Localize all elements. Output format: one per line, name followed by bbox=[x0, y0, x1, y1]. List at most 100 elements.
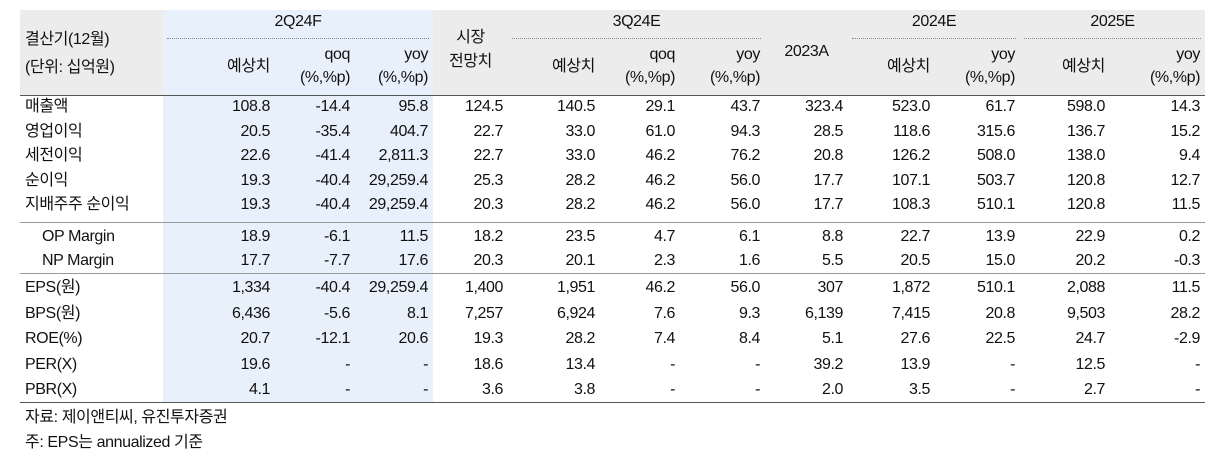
row-label: 세전이익 bbox=[25, 147, 83, 164]
column-header: 예상치 bbox=[887, 58, 930, 75]
cell-value: 29,259.4 bbox=[368, 196, 428, 213]
cell-value: 28.5 bbox=[813, 122, 843, 140]
cell-value: - bbox=[1010, 381, 1015, 399]
cell-value: -6.1 bbox=[324, 228, 350, 245]
cell-value: - bbox=[423, 381, 428, 399]
header-bottom-line bbox=[20, 95, 1205, 96]
corner-label: 결산기(12월) bbox=[25, 31, 110, 48]
cell-value: 1,951 bbox=[556, 279, 595, 296]
column-header: qoq bbox=[324, 46, 351, 63]
group-header: 2024E bbox=[911, 13, 957, 30]
cell-value: 2,811.3 bbox=[378, 147, 429, 164]
cell-value: 28.2 bbox=[565, 171, 595, 189]
cell-value: 120.8 bbox=[1066, 171, 1105, 189]
cell-value: 22.7 bbox=[473, 122, 503, 140]
column-header: (%,%p) bbox=[377, 69, 428, 86]
cell-value: 508.0 bbox=[976, 147, 1015, 164]
cell-value: 20.5 bbox=[240, 122, 270, 140]
cell-value: 0.2 bbox=[1178, 228, 1200, 245]
group-divider bbox=[512, 38, 761, 39]
column-header: 전망치 bbox=[449, 53, 492, 70]
cell-value: 6.1 bbox=[738, 228, 760, 245]
cell-value: 56.0 bbox=[730, 279, 760, 296]
column-header: (%,%p) bbox=[299, 69, 350, 86]
cell-value: -12.1 bbox=[315, 330, 351, 348]
cell-value: 22.7 bbox=[900, 228, 930, 245]
group-divider bbox=[852, 38, 1016, 39]
cell-value: 20.5 bbox=[900, 251, 930, 269]
cell-value: 1,400 bbox=[464, 279, 503, 296]
cell-value: 46.2 bbox=[645, 147, 675, 164]
cell-value: 118.6 bbox=[893, 122, 930, 140]
column-header: (%,%p) bbox=[624, 69, 675, 86]
cell-value: 8.4 bbox=[738, 330, 760, 348]
column-header: yoy bbox=[736, 46, 760, 63]
cell-value: 29,259.4 bbox=[368, 279, 428, 296]
cell-value: 510.1 bbox=[976, 279, 1015, 296]
cell-value: 307 bbox=[817, 279, 844, 296]
cell-value: 11.5 bbox=[399, 228, 429, 245]
cell-value: 20.8 bbox=[813, 147, 843, 164]
cell-value: 2.0 bbox=[821, 381, 843, 399]
cell-value: 61.7 bbox=[985, 98, 1015, 115]
row-label: NP Margin bbox=[42, 251, 114, 269]
cell-value: 39.2 bbox=[813, 355, 843, 373]
cell-value: 510.1 bbox=[976, 196, 1015, 213]
cell-value: 323.4 bbox=[804, 98, 843, 115]
row-label: 순이익 bbox=[25, 171, 68, 189]
cell-value: 3.6 bbox=[481, 381, 503, 399]
section-line bbox=[20, 273, 1205, 274]
cell-value: 126.2 bbox=[891, 147, 930, 164]
row-label: PER(X) bbox=[25, 355, 77, 373]
row-label: EPS(원) bbox=[25, 279, 80, 296]
column-header: (%,%p) bbox=[709, 69, 760, 86]
row-label: BPS(원) bbox=[25, 304, 80, 322]
row-label: PBR(X) bbox=[25, 381, 77, 399]
row-label: 매출액 bbox=[25, 98, 68, 115]
cell-value: - bbox=[1195, 381, 1200, 399]
cell-value: 6,436 bbox=[231, 304, 270, 322]
column-header: (%,%p) bbox=[1149, 69, 1200, 86]
cell-value: 12.7 bbox=[1170, 171, 1200, 189]
cell-value: -40.4 bbox=[315, 196, 351, 213]
group-divider bbox=[1024, 38, 1201, 39]
cell-value: 1,872 bbox=[891, 279, 930, 296]
column-header: 2023A bbox=[784, 43, 829, 60]
cell-value: 17.6 bbox=[398, 251, 428, 269]
cell-value: 4.1 bbox=[248, 381, 270, 399]
column-header: (%,%p) bbox=[964, 69, 1015, 86]
cell-value: 22.7 bbox=[473, 147, 503, 164]
cell-value: 28.2 bbox=[1170, 304, 1200, 322]
cell-value: 95.8 bbox=[398, 98, 428, 115]
cell-value: 17.7 bbox=[813, 171, 843, 189]
column-header: yoy bbox=[1176, 46, 1200, 63]
cell-value: 2.7 bbox=[1083, 381, 1105, 399]
row-label: ROE(%) bbox=[25, 330, 83, 348]
cell-value: - bbox=[755, 355, 760, 373]
highlight-column bbox=[163, 10, 433, 402]
cell-value: 15.2 bbox=[1170, 122, 1200, 140]
cell-value: 3.8 bbox=[573, 381, 595, 399]
cell-value: 1.6 bbox=[738, 251, 760, 269]
cell-value: 503.7 bbox=[976, 171, 1015, 189]
cell-value: 124.5 bbox=[464, 98, 503, 115]
group-header: 3Q24E bbox=[612, 13, 661, 30]
cell-value: 7.6 bbox=[653, 304, 675, 322]
cell-value: 5.5 bbox=[821, 251, 843, 269]
column-header: 예상치 bbox=[227, 58, 270, 75]
cell-value: 20.3 bbox=[473, 251, 503, 269]
note: 주: EPS는 annualized 기준 bbox=[25, 434, 203, 451]
cell-value: 108.3 bbox=[891, 196, 930, 213]
cell-value: 22.9 bbox=[1075, 228, 1105, 245]
cell-value: - bbox=[670, 381, 675, 399]
row-label: OP Margin bbox=[42, 228, 115, 245]
cell-value: 27.6 bbox=[900, 330, 930, 348]
cell-value: 9,503 bbox=[1066, 304, 1105, 322]
cell-value: 20.1 bbox=[565, 251, 595, 269]
cell-value: 107.1 bbox=[891, 171, 930, 189]
cell-value: -14.4 bbox=[315, 98, 351, 115]
cell-value: 13.4 bbox=[565, 355, 595, 373]
cell-value: - bbox=[670, 355, 675, 373]
cell-value: 24.7 bbox=[1075, 330, 1105, 348]
